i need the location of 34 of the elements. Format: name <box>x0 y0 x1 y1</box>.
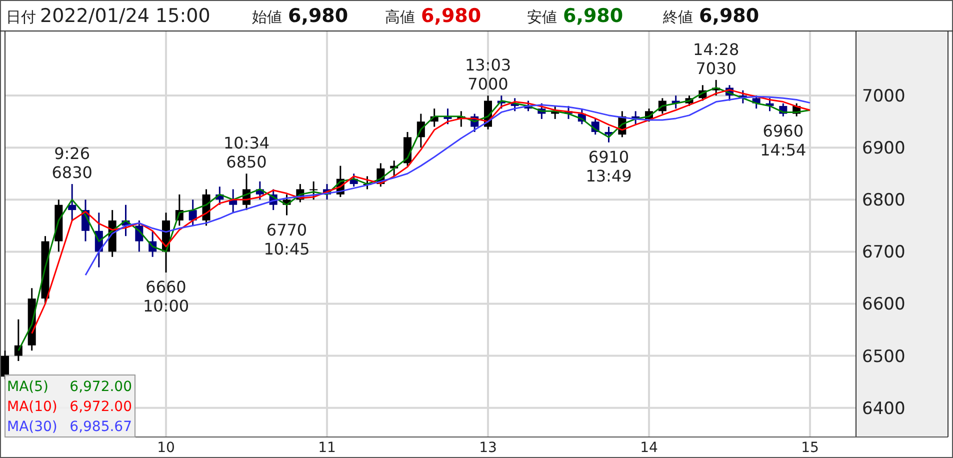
candlestick <box>310 180 318 200</box>
annotation: 6660 10:00 <box>142 278 190 316</box>
text: 安値 6,980 <box>527 5 624 27</box>
annotation: 9:26 6830 <box>52 144 92 182</box>
annotation: 6960 14:54 <box>760 121 806 160</box>
annotation: 6,972.00 <box>70 379 132 395</box>
annotation: 6,985.67 <box>70 419 132 435</box>
x-tick-label: 14 <box>640 440 658 456</box>
text: 始値 6,980 <box>252 5 348 27</box>
y-tick-label: 6800 <box>862 190 906 211</box>
y-tick-label: 7000 <box>862 86 906 107</box>
candlestick <box>68 183 76 222</box>
annotation: 13:03 7000 <box>464 56 512 94</box>
annotation: 6770 10:45 <box>264 220 310 258</box>
x-tick-label: 11 <box>318 440 336 456</box>
y-tick-label: 6600 <box>862 294 906 315</box>
text: 終値 6,980 <box>662 5 760 27</box>
y-tick-label: 6900 <box>862 138 906 159</box>
y-tick-label: 6500 <box>862 346 906 367</box>
annotation: 6910 13:49 <box>586 147 632 186</box>
text: MA(10) <box>7 399 58 415</box>
y-tick-label: 6700 <box>862 242 906 263</box>
annotation: 10:34 6850 <box>223 134 270 172</box>
annotation: 6,972.00 <box>70 399 132 415</box>
annotation: 14:28 7030 <box>693 40 740 78</box>
text: MA(5) <box>7 379 48 395</box>
candlestick <box>14 318 22 362</box>
x-tick-label: 10 <box>157 440 175 456</box>
x-tick-label: 15 <box>801 440 819 456</box>
x-tick-label: 13 <box>479 440 497 456</box>
text: 高値 6,980 <box>385 5 482 27</box>
y-tick-label: 6400 <box>862 398 906 419</box>
chart-title: 日付 2022/01/24 15:00 <box>6 5 210 27</box>
text: MA(30) <box>7 419 58 435</box>
